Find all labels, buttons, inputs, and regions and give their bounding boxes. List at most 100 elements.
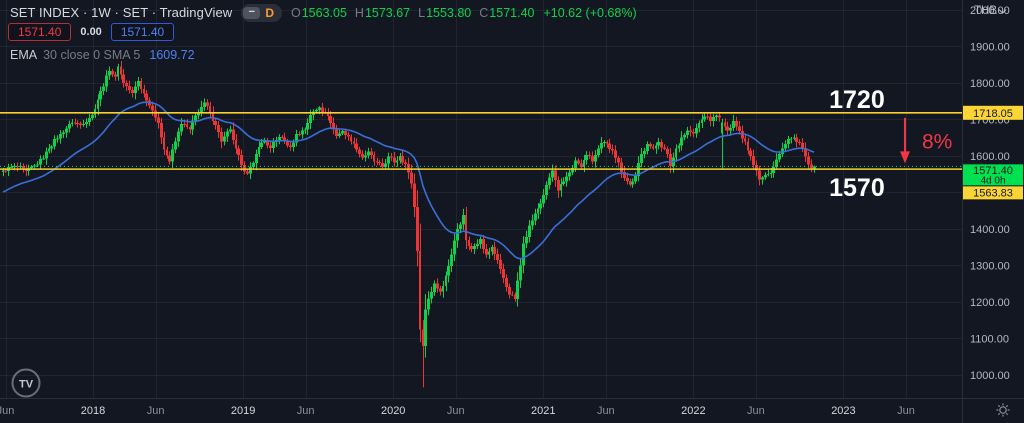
candle-body [304,129,306,131]
candle-body [643,151,646,155]
candle-body [272,142,275,148]
candle-body [738,126,741,132]
candle-body [439,288,442,292]
candle-body [488,251,490,255]
candle-body [364,155,367,158]
candle-body [62,132,65,135]
candle-body [240,154,243,166]
candle-body [145,93,148,101]
candle-body [470,245,473,250]
time-axis[interactable]: Jun 2018 Jun 2019 Jun 2020 Jun 2021 Jun 2022 Jun 20… [0,405,915,417]
candle-body [114,74,117,77]
candle-body [117,66,119,77]
candle-body [174,141,177,150]
candle-body [281,136,283,138]
price-tick-label: 2000.00 [970,5,1010,17]
tv-logo-watermark[interactable]: TV [11,368,41,398]
collapse-minus-icon[interactable]: − [243,6,261,19]
candle-body [764,175,767,178]
candle-body [686,130,689,135]
sell-price-box[interactable]: 1571.40 [8,23,72,41]
indicator-legend[interactable]: EMA 30 close 0 SMA 5 1609.72 [10,48,195,62]
candle-body [260,142,263,147]
candle-body [663,147,666,149]
candle-body [157,117,160,124]
candle-body [48,148,50,152]
candle-body [770,172,772,175]
time-tick-label: 2019 [231,405,255,417]
candle-body [16,166,19,168]
candle-body [166,149,168,156]
candle-body [580,163,583,167]
gear-tooth [1005,404,1009,408]
buy-price-box[interactable]: 1571.40 [110,23,175,41]
candle-body [74,122,76,124]
candle-body [125,82,128,87]
candle-body [577,160,580,164]
candle-body [140,81,142,89]
symbol-title[interactable]: SET INDEX · 1W · SET · TradingView [10,5,233,20]
time-tick-label: 2023 [831,405,855,417]
candle-body [10,166,13,168]
resistance-big-label[interactable]: 1720 [829,86,885,114]
candle-body [445,275,447,287]
candle-body [163,137,165,150]
candle-body [531,220,534,226]
candle-body [735,121,738,127]
candle-body [626,177,629,182]
candle-body [194,115,197,121]
candle-body [50,146,53,149]
candle-body [416,207,419,251]
candle-body [283,137,286,142]
drop-arrow[interactable] [899,117,910,164]
candle-body [220,132,223,142]
candle-body [235,140,237,149]
candle-body [2,170,4,172]
candle-body [603,142,606,144]
candle-body [401,155,404,163]
candle-body [246,171,249,174]
candle-body [649,144,652,147]
candle-body [263,140,266,143]
candle-body [42,158,45,160]
candle-body [168,155,171,162]
price-tick-label: 1800.00 [970,78,1010,90]
candle-body [542,195,545,204]
support-big-label[interactable]: 1570 [829,174,885,202]
chart-settings-gear-icon[interactable] [996,403,1010,417]
candle-body [410,172,413,184]
time-tick-label: 2018 [81,405,105,417]
candle-body [289,145,292,147]
candle-body [209,106,211,113]
candle-body [350,136,352,142]
interval-pill[interactable]: − D [241,3,282,22]
candle-body [355,143,358,150]
candle-body [508,287,511,295]
candle-body [767,174,769,176]
candle-body [226,131,229,137]
time-tick-label: 2020 [381,405,405,417]
currency-toggle[interactable]: THB [974,5,1007,17]
candle-body [327,112,329,117]
candle-body [758,170,761,180]
candle-body [804,148,807,157]
candle-body [669,154,672,167]
time-tick-label: Jun [897,405,915,417]
candle-body [347,135,350,137]
candle-body [594,154,597,162]
drop-percent-label[interactable]: 8% [922,131,952,154]
candle-body [709,116,712,122]
candle-body [128,86,131,90]
candle-body [151,105,154,111]
candle-body [660,142,663,148]
candle-body [473,246,476,250]
support-price-tag-label: 1563.83 [973,187,1013,199]
candle-body [801,143,804,149]
candle-body [726,126,729,131]
candle-body [482,239,485,249]
candle-body [143,88,145,94]
candle-body [183,123,186,125]
candle-body [59,134,62,139]
